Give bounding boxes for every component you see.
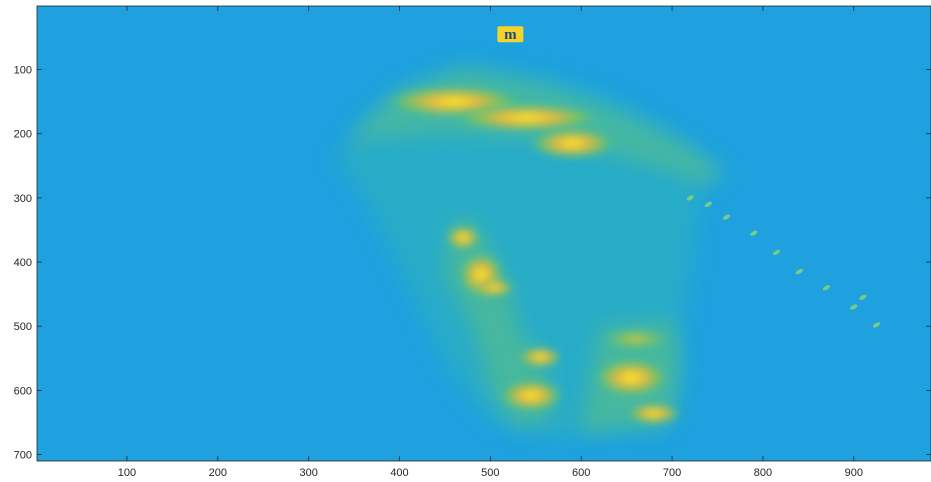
x-tick-label: 500 [481,467,499,479]
hotspot-10 [600,328,672,350]
y-tick-label: 400 [14,257,32,269]
hotspot-2 [527,127,617,160]
x-tick-label: 900 [845,467,863,479]
y-tick-label: 500 [14,321,32,333]
streak-mark-0 [686,195,694,201]
y-tick-label: 700 [14,450,32,462]
streak-mark-5 [822,285,831,291]
marker-label: m [504,27,517,43]
axes-box [36,5,931,462]
heatmap-image: m [335,26,881,439]
marker-box [497,26,524,43]
streak-mark-7 [872,322,881,328]
x-tick-label: 400 [390,467,408,479]
y-tick-label: 300 [14,193,32,205]
streak-mark-4 [795,269,803,275]
x-tick-label: 300 [299,467,317,479]
hotspot-6 [517,346,564,368]
hotspot-3 [445,225,481,251]
streak-mark-3 [772,249,781,256]
x-tick-label: 100 [118,467,136,479]
hotspot-5 [474,278,516,297]
streak-mark-1 [722,214,731,220]
hotspot-7 [498,379,565,412]
x-tick-label: 800 [754,467,772,479]
x-tick-label: 600 [572,467,590,479]
y-tick-label: 100 [14,65,32,77]
y-tick-label: 200 [14,129,32,141]
streak-mark-9 [859,294,867,300]
hotspot-1 [450,103,604,133]
streak-mark-8 [704,201,713,207]
streak-mark-2 [750,230,758,236]
streak-mark-6 [850,304,858,310]
x-tick-label: 200 [209,467,227,479]
y-tick-label: 600 [14,385,32,397]
hotspot-9 [625,402,682,425]
x-tick-label: 700 [663,467,681,479]
hotspot-8 [593,357,670,398]
